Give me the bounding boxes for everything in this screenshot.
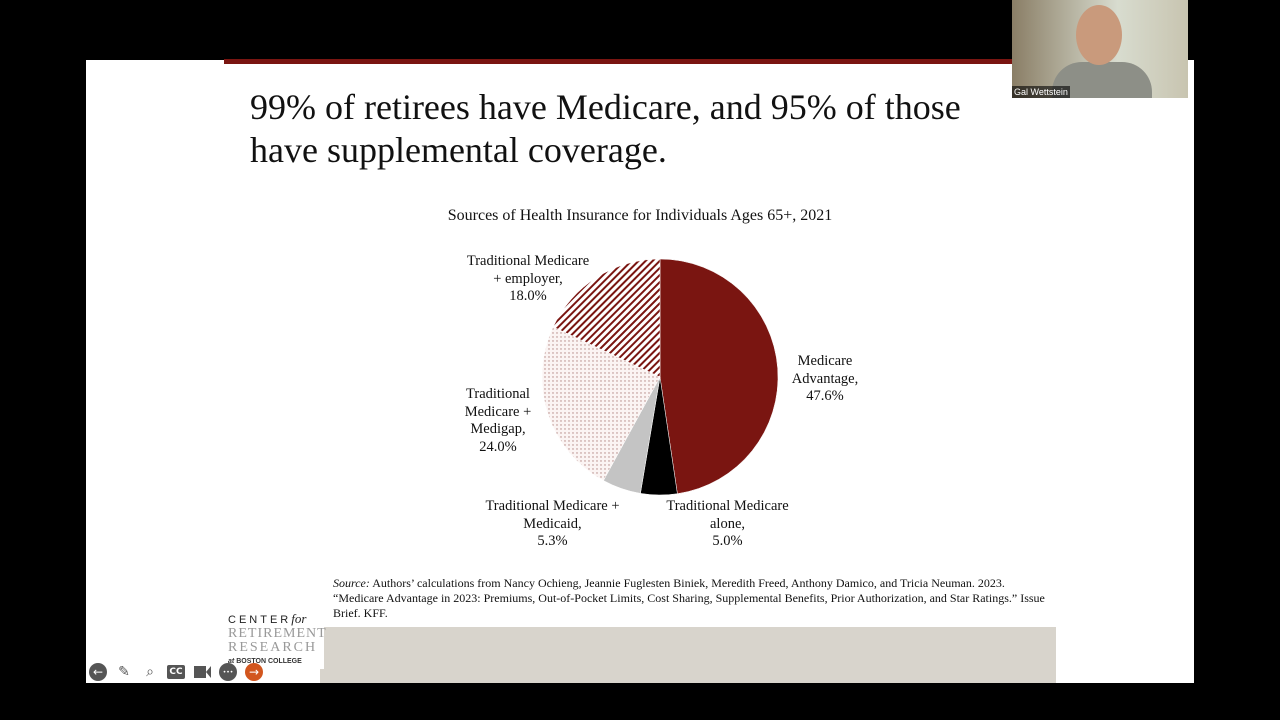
label-medigap: Traditional Medicare + Medigap, 24.0% (464, 386, 532, 455)
pie-slice-medicare-advantage (659, 258, 779, 494)
slide-title: 99% of retirees have Medicare, and 95% o… (250, 86, 1050, 172)
label-medicaid: Traditional Medicare + Medicaid, 5.3% (485, 498, 620, 549)
pie-slice-traditional-medicare-medigap (541, 326, 661, 481)
forward-arrow-icon[interactable]: → (244, 662, 264, 682)
search-icon[interactable]: ⌕ (146, 664, 154, 680)
pencil-icon[interactable]: ✎ (118, 664, 130, 680)
title-line-2: have supplemental coverage. (250, 130, 667, 170)
cc-icon[interactable]: CC (167, 665, 185, 679)
title-rule (224, 59, 1014, 64)
chart-title: Sources of Health Insurance for Individu… (447, 207, 833, 224)
more-icon[interactable]: ••• (218, 662, 238, 682)
presentation-toolbar: ← ✎ ⌕ CC ••• → (88, 662, 264, 682)
back-arrow-icon[interactable]: ← (88, 662, 108, 682)
camera-icon[interactable] (192, 662, 212, 682)
title-line-1: 99% of retirees have Medicare, and 95% o… (250, 87, 961, 127)
pie-slice-traditional-medicare-employer (552, 258, 661, 378)
label-traditional-alone: Traditional Medicare alone, 5.0% (666, 498, 789, 549)
label-employer: Traditional Medicare + employer, 18.0% (466, 253, 590, 304)
source-note: Source: Authors’ calculations from Nancy… (333, 576, 1045, 620)
crr-logo: CENTERfor RETIREMENT RESEARCH at BOSTON … (224, 609, 326, 669)
participant-head (1076, 5, 1122, 65)
label-medicare-advantage: Medicare Advantage, 47.6% (791, 353, 859, 404)
participant-name: Gal Wettstein (1012, 86, 1070, 98)
footer-band (320, 627, 1056, 683)
participant-video: Gal Wettstein (1012, 0, 1188, 98)
